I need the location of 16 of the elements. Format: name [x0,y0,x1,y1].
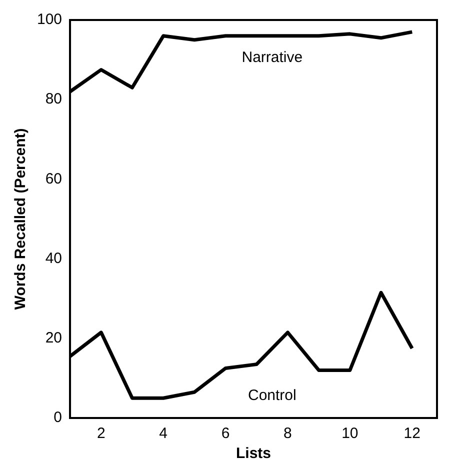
y-tick-label: 60 [45,170,62,188]
y-tick-label: 20 [45,330,62,347]
series-label: Control [248,387,296,404]
x-tick-label: 8 [284,425,292,442]
x-tick-label: 6 [221,425,230,442]
y-tick-label: 100 [36,11,62,28]
x-axis-title: Lists [236,445,272,462]
y-tick-label: 0 [54,409,62,426]
x-tick-label: 12 [404,425,420,442]
x-tick-label: 4 [159,425,168,442]
series-label: Narrative [242,49,303,66]
x-tick-label: 10 [342,425,358,442]
y-tick-label: 40 [45,250,62,267]
y-axis-title: Words Recalled (Percent) [12,128,30,310]
y-tick-label: 80 [45,90,62,108]
x-tick-label: 2 [96,425,106,442]
